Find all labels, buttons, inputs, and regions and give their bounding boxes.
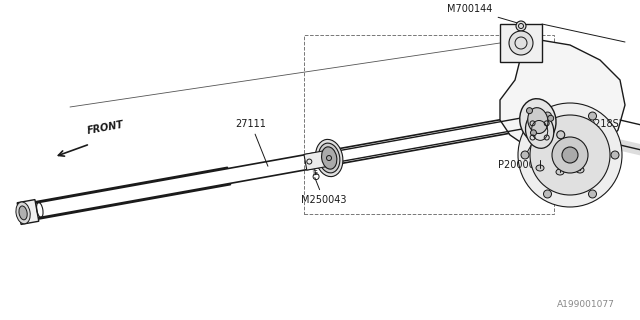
- Ellipse shape: [321, 147, 337, 169]
- Ellipse shape: [530, 115, 610, 195]
- Ellipse shape: [516, 21, 526, 31]
- Polygon shape: [17, 200, 39, 224]
- Ellipse shape: [589, 112, 596, 120]
- Ellipse shape: [543, 190, 552, 198]
- Text: FIG.195: FIG.195: [554, 126, 599, 136]
- Ellipse shape: [525, 113, 554, 148]
- Text: M700144: M700144: [447, 4, 518, 23]
- Text: 0218S: 0218S: [563, 119, 620, 134]
- Ellipse shape: [316, 140, 343, 177]
- Ellipse shape: [562, 147, 578, 163]
- Ellipse shape: [19, 206, 28, 220]
- Ellipse shape: [589, 190, 596, 198]
- Polygon shape: [500, 40, 625, 158]
- Ellipse shape: [556, 169, 564, 175]
- Ellipse shape: [521, 151, 529, 159]
- Ellipse shape: [520, 99, 556, 142]
- Text: P200005: P200005: [498, 133, 541, 171]
- Ellipse shape: [509, 31, 533, 55]
- Ellipse shape: [16, 202, 30, 224]
- Polygon shape: [304, 149, 334, 170]
- Bar: [500, 24, 542, 62]
- Ellipse shape: [528, 108, 548, 133]
- Ellipse shape: [543, 112, 552, 120]
- Ellipse shape: [319, 143, 340, 173]
- Ellipse shape: [527, 108, 532, 114]
- Text: A199001077: A199001077: [557, 300, 614, 309]
- Ellipse shape: [548, 115, 554, 121]
- Ellipse shape: [531, 130, 536, 136]
- Text: 27111: 27111: [236, 119, 268, 166]
- Ellipse shape: [536, 165, 544, 171]
- Ellipse shape: [576, 167, 584, 173]
- Text: M250043: M250043: [301, 178, 346, 205]
- Ellipse shape: [611, 151, 619, 159]
- Ellipse shape: [518, 103, 622, 207]
- Ellipse shape: [552, 137, 588, 173]
- Ellipse shape: [557, 131, 564, 139]
- Text: FRONT: FRONT: [86, 120, 124, 136]
- Bar: [304, 35, 554, 214]
